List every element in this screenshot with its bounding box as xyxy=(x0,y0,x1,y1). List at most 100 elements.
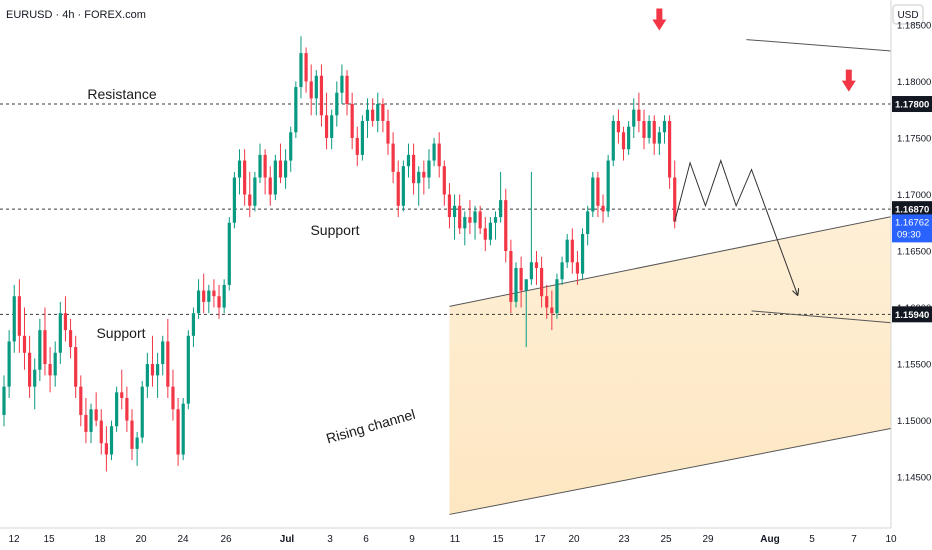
candle-body xyxy=(483,228,487,240)
candle-body xyxy=(493,217,498,223)
candle xyxy=(488,217,492,246)
price-marker[interactable]: 1.16870 xyxy=(892,201,932,218)
time-tick-label: 6 xyxy=(363,534,369,545)
time-tick-label: 26 xyxy=(220,534,232,545)
candle xyxy=(386,109,390,155)
candle xyxy=(534,250,539,285)
candle xyxy=(89,403,93,444)
price-tick-label: 1.18500 xyxy=(897,20,931,31)
candle xyxy=(120,369,124,410)
candle-body xyxy=(529,262,533,280)
candle xyxy=(483,217,487,251)
candle xyxy=(258,143,262,184)
currency-box[interactable] xyxy=(892,4,924,25)
candle-body xyxy=(621,132,626,150)
candle xyxy=(371,98,375,127)
candle xyxy=(616,109,620,144)
candle-body xyxy=(150,364,155,376)
candle xyxy=(504,188,508,263)
candle xyxy=(360,115,364,161)
candle-body xyxy=(74,347,78,387)
candle xyxy=(452,194,457,240)
channel-lower[interactable] xyxy=(449,252,932,515)
time-tick-label: 15 xyxy=(492,534,504,545)
candle-body xyxy=(140,386,144,438)
candle xyxy=(365,98,370,138)
candle xyxy=(560,256,564,285)
candle xyxy=(191,307,196,348)
channel-upper[interactable] xyxy=(449,33,932,307)
candle xyxy=(432,137,436,167)
candle-body xyxy=(130,420,134,449)
candle-body xyxy=(504,200,508,251)
candle-body xyxy=(2,386,6,415)
time-tick-label: 25 xyxy=(660,534,672,545)
candle-body xyxy=(207,290,211,302)
price-tick-label: 1.17000 xyxy=(897,190,931,201)
candle-body xyxy=(652,120,656,144)
candle-body xyxy=(427,160,431,178)
time-tick-label: 12 xyxy=(8,534,20,545)
time-tick-label: 10 xyxy=(885,534,897,545)
candle-body xyxy=(642,120,646,138)
time-tick-label: 15 xyxy=(43,534,55,545)
candle xyxy=(642,109,646,150)
price-axis[interactable] xyxy=(891,0,932,550)
price-marker-label: 1.17800 xyxy=(895,100,929,111)
symbol-header: EURUSD · 4h · FOREX.com xyxy=(6,9,146,21)
candle-body xyxy=(611,120,615,161)
candle-body xyxy=(647,120,651,138)
candle-body xyxy=(135,437,139,449)
candle xyxy=(611,115,615,167)
candle xyxy=(273,154,277,201)
candle-body xyxy=(555,279,559,314)
candle xyxy=(84,397,88,444)
candle-body xyxy=(89,409,93,432)
candle xyxy=(74,335,78,398)
price-marker[interactable]: 1.17800 xyxy=(892,96,932,113)
candle xyxy=(627,120,631,155)
candle xyxy=(647,115,651,144)
candle-body xyxy=(478,211,482,229)
support-label-mid: Support xyxy=(310,222,359,238)
candle-body xyxy=(58,313,62,353)
candle xyxy=(79,375,83,427)
candle-body xyxy=(570,239,574,263)
time-ticks: 12 15 18 20 24 26 Jul 3 6 9 11 15 17 20 23 25 29 Aug 5 7 10 xyxy=(8,534,897,545)
candle-body xyxy=(452,205,457,218)
time-axis[interactable] xyxy=(0,528,932,550)
candle xyxy=(657,126,661,155)
price-marker[interactable]: 1.15940 xyxy=(892,306,932,323)
price-tick-label: 1.15500 xyxy=(897,360,931,371)
candle-body xyxy=(376,104,380,121)
price-tick-label: 1.17500 xyxy=(897,133,931,144)
candle-body xyxy=(442,166,446,195)
candle xyxy=(171,369,175,421)
candle-body xyxy=(248,194,252,206)
candle xyxy=(222,279,226,314)
candle-body xyxy=(437,143,441,167)
candle-body xyxy=(43,330,47,365)
candle-body xyxy=(509,250,513,302)
candle xyxy=(381,98,385,133)
candle-body xyxy=(120,392,124,398)
candle xyxy=(28,335,32,398)
candle xyxy=(135,431,139,466)
candle-body xyxy=(53,352,57,376)
candle xyxy=(458,194,462,235)
candle xyxy=(540,256,544,308)
candle xyxy=(473,205,477,240)
candle xyxy=(519,256,523,308)
candle xyxy=(586,205,590,246)
candle xyxy=(570,228,574,274)
price-tick-label: 1.18000 xyxy=(897,77,931,88)
candle xyxy=(673,160,677,229)
candle-body xyxy=(386,120,390,144)
candle-body xyxy=(278,160,283,178)
candle-body xyxy=(575,262,580,274)
candle xyxy=(437,132,441,178)
projection-line[interactable] xyxy=(674,158,798,296)
